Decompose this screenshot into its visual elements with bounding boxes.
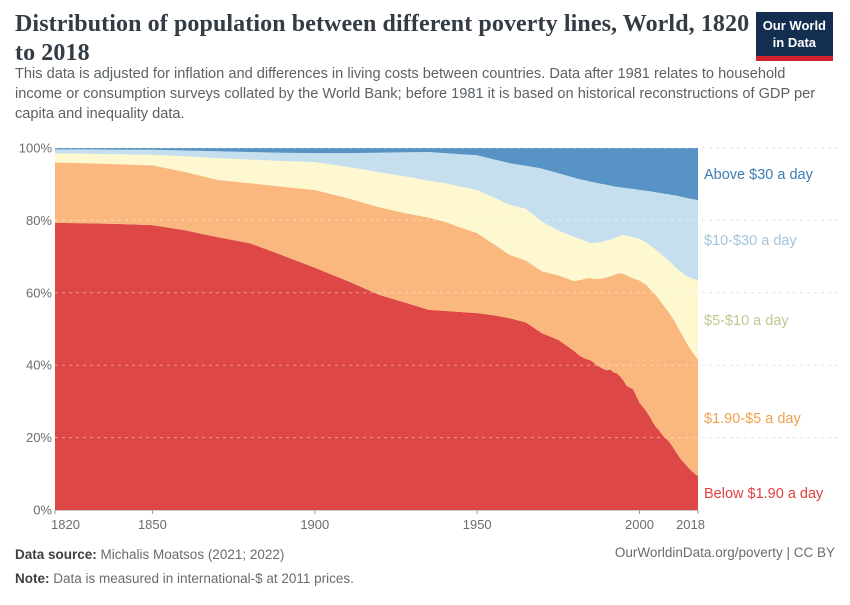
y-tick-label: 20%	[26, 430, 52, 445]
x-tick-label: 2000	[625, 517, 654, 532]
x-tick-label: 2018	[676, 517, 705, 532]
y-tick-label: 100%	[19, 141, 53, 156]
note-line: Note: Data is measured in international-…	[15, 567, 354, 591]
series-label-below-1-90-a-day: Below $1.90 a day	[704, 486, 824, 502]
y-tick-label: 80%	[26, 213, 52, 228]
owid-logo-line2: in Data	[772, 34, 817, 50]
x-tick-label: 1820	[51, 517, 80, 532]
area-10-30-a-day	[55, 149, 698, 281]
credit-link[interactable]: OurWorldinData.org/poverty | CC BY	[614, 545, 835, 560]
y-tick-label: 40%	[26, 358, 52, 373]
area-below-1-90-a-day	[55, 222, 698, 510]
series-label-above-30-a-day: Above $30 a day	[704, 167, 814, 183]
area-1-90-5-a-day	[55, 162, 698, 476]
y-tick-label: 0%	[33, 503, 52, 518]
page-title: Distribution of population between diffe…	[15, 11, 750, 67]
area-above-30-a-day	[55, 148, 698, 201]
x-tick-label: 1850	[138, 517, 167, 532]
note-label: Note:	[15, 570, 50, 586]
series-label-10-30-a-day: $10-$30 a day	[704, 233, 797, 249]
x-tick-label: 1900	[300, 517, 329, 532]
data-source-label: Data source:	[15, 547, 97, 562]
series-label-5-10-a-day: $5-$10 a day	[704, 313, 789, 329]
chart-subtitle: This data is adjusted for inflation and …	[15, 66, 816, 123]
y-tick-label: 60%	[26, 285, 52, 300]
series-label-1-90-5-a-day: $1.90-$5 a day	[704, 411, 801, 427]
area-5-10-a-day	[55, 153, 698, 360]
data-source-value: Michalis Moatsos (2021; 2022)	[96, 547, 285, 562]
x-tick-label: 1950	[463, 517, 492, 532]
chart-footer: Data source: Michalis Moatsos (2021; 202…	[15, 543, 354, 590]
note-value: Data is measured in international-$ at 2…	[49, 570, 354, 586]
data-source-line: Data source: Michalis Moatsos (2021; 202…	[15, 543, 354, 567]
owid-logo-line1: Our World	[762, 18, 826, 33]
owid-logo[interactable]: Our World in Data	[755, 12, 833, 62]
